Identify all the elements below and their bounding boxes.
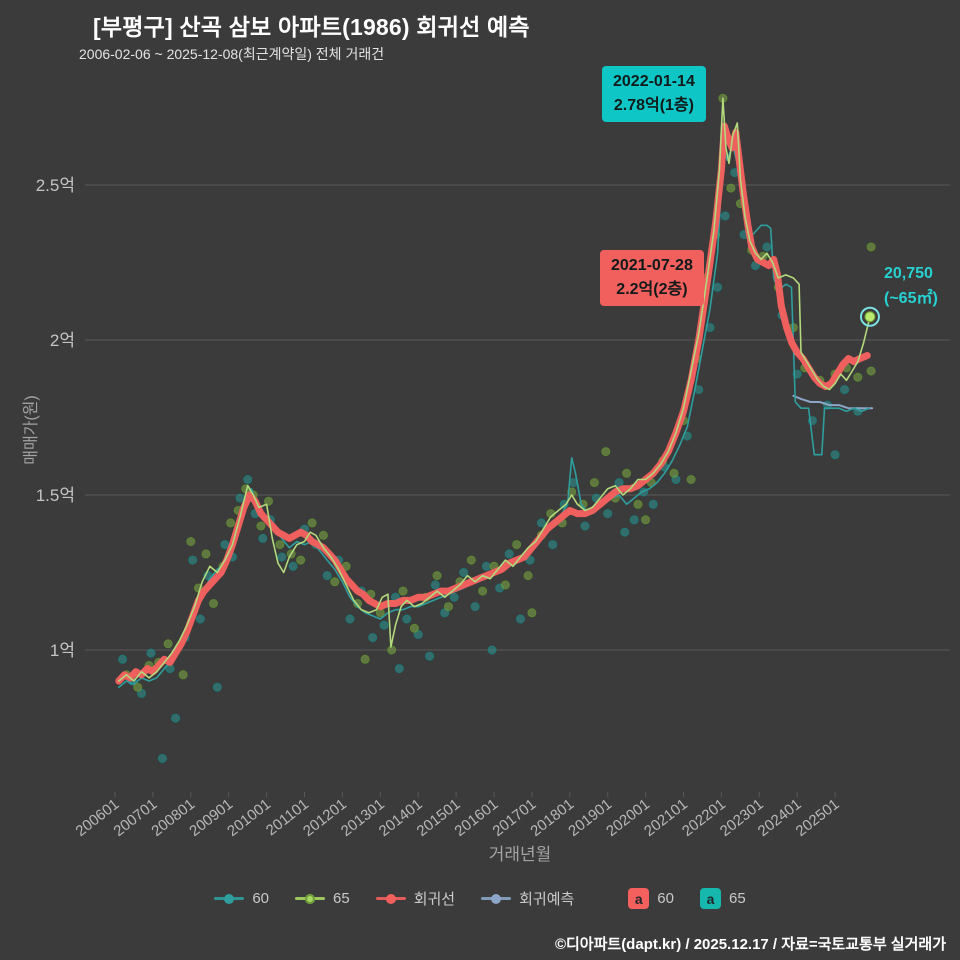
- svg-text:1.5억: 1.5억: [36, 486, 75, 505]
- legend-item-65[interactable]: 65: [295, 890, 350, 907]
- annotation-peak-date: 2022-01-14: [613, 73, 695, 90]
- legend-line-swatch-regression: [375, 893, 406, 904]
- legend-label-badge-65: 65: [728, 890, 746, 907]
- legend-label-65: 65: [333, 890, 350, 907]
- chart-legend: 60 65 회귀선 회귀예측 a 60 a 65: [0, 888, 960, 909]
- legend-item-badge-65[interactable]: a 65: [699, 888, 746, 909]
- annotation-peak: 2022-01-14 2.78억(1층): [602, 66, 706, 122]
- legend-label-60: 60: [252, 890, 269, 907]
- legend-item-prediction[interactable]: 회귀예측: [481, 888, 574, 909]
- x-axis-label: 거래년월: [488, 845, 552, 864]
- annotation-peak-value: 2.78억(1층): [613, 97, 694, 114]
- annotation-mid: 2021-07-28 2.2억(2층): [600, 250, 704, 306]
- page-subtitle: 2006-02-06 ~ 2025-12-08(최근계약일) 전체 거래건: [79, 46, 385, 62]
- legend-item-60[interactable]: 60: [214, 890, 269, 907]
- legend-item-badge-60[interactable]: a 60: [628, 888, 674, 909]
- legend-item-regression[interactable]: 회귀선: [375, 888, 456, 909]
- y-axis-label: 매매가(원): [23, 395, 40, 465]
- annotation-mid-value: 2.2억(2층): [616, 281, 688, 298]
- latest-price-value: 20,750: [884, 265, 933, 282]
- legend-line-swatch-prediction: [481, 893, 512, 904]
- svg-text:2억: 2억: [50, 331, 75, 350]
- legend-line-swatch-60: [214, 893, 245, 904]
- legend-label-prediction: 회귀예측: [519, 891, 575, 908]
- svg-text:201001: 201001: [224, 796, 274, 840]
- svg-text:202501: 202501: [793, 796, 843, 840]
- legend-label-badge-60: 60: [657, 890, 674, 907]
- legend-badge-swatch-badge-65: a: [699, 888, 721, 909]
- latest-price-label: 20,750 (~65㎡): [884, 262, 938, 312]
- legend-badge-swatch-badge-60: a: [628, 888, 650, 909]
- legend-label-regression: 회귀선: [413, 891, 456, 908]
- annotation-mid-date: 2021-07-28: [611, 257, 693, 274]
- footer-credit: ©디아파트(dapt.kr) / 2025.12.17 / 자료=국토교통부 실…: [554, 936, 946, 953]
- page-title: [부평구] 산곡 삼보 아파트(1986) 회귀선 예측: [93, 14, 530, 40]
- svg-text:1억: 1억: [50, 641, 75, 660]
- legend-line-swatch-65: [295, 893, 325, 904]
- svg-text:2.5억: 2.5억: [36, 176, 75, 195]
- latest-price-area: (~65㎡): [884, 289, 938, 307]
